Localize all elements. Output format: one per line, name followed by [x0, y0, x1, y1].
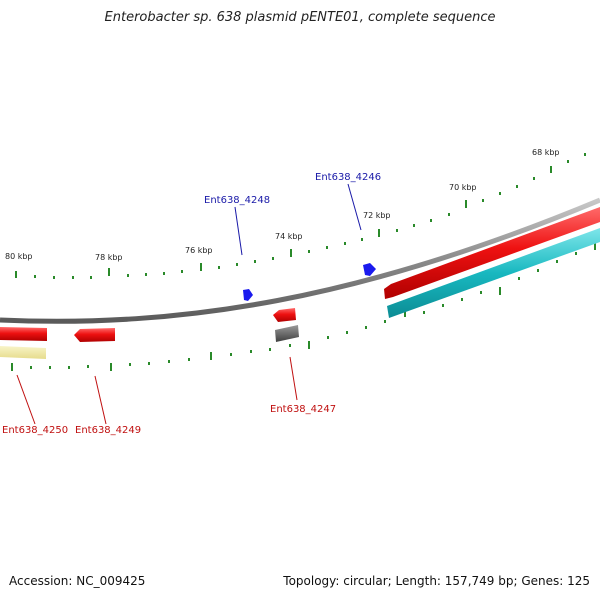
- feature-cyan-large[interactable]: [387, 228, 600, 318]
- plasmid-backbone: [0, 197, 600, 324]
- tick-label-72kbp: 72 kbp: [363, 211, 391, 220]
- tick-label-70kbp: 70 kbp: [449, 183, 477, 192]
- tick-label-78kbp: 78 kbp: [95, 253, 123, 262]
- map-title: Enterobacter sp. 638 plasmid pENTE01, co…: [104, 10, 496, 25]
- gene-label-ent638-4248[interactable]: Ent638_4248: [204, 195, 270, 206]
- tick-label-74kbp: 74 kbp: [275, 232, 303, 241]
- topology-summary: Topology: circular; Length: 157,749 bp; …: [283, 574, 590, 588]
- accession-label: Accession: NC_009425: [9, 574, 146, 588]
- label-leader-lines: [16, 183, 362, 425]
- gene-ent638-4249-feature[interactable]: [74, 328, 115, 342]
- feature-yellow-left[interactable]: [0, 346, 46, 359]
- gene-ent638-4250-feature[interactable]: [0, 327, 47, 341]
- gene-label-ent638-4249[interactable]: Ent638_4249: [75, 425, 141, 436]
- tick-label-80kbp: 80 kbp: [5, 252, 33, 261]
- gene-ent638-4248-feature[interactable]: [243, 289, 253, 301]
- gene-label-ent638-4246[interactable]: Ent638_4246: [315, 172, 381, 183]
- tick-label-76kbp: 76 kbp: [185, 246, 213, 255]
- upper-tick-ring: [15, 153, 586, 279]
- gene-ent638-4247-feature[interactable]: [273, 308, 296, 322]
- tick-label-68kbp: 68 kbp: [532, 148, 560, 157]
- gene-label-ent638-4247[interactable]: Ent638_4247: [270, 404, 336, 415]
- gene-ent638-4246-feature[interactable]: [363, 263, 376, 276]
- feature-gray-small[interactable]: [275, 325, 299, 342]
- cds-red-forward-large[interactable]: [384, 207, 600, 299]
- gene-label-ent638-4250[interactable]: Ent638_4250: [2, 425, 68, 436]
